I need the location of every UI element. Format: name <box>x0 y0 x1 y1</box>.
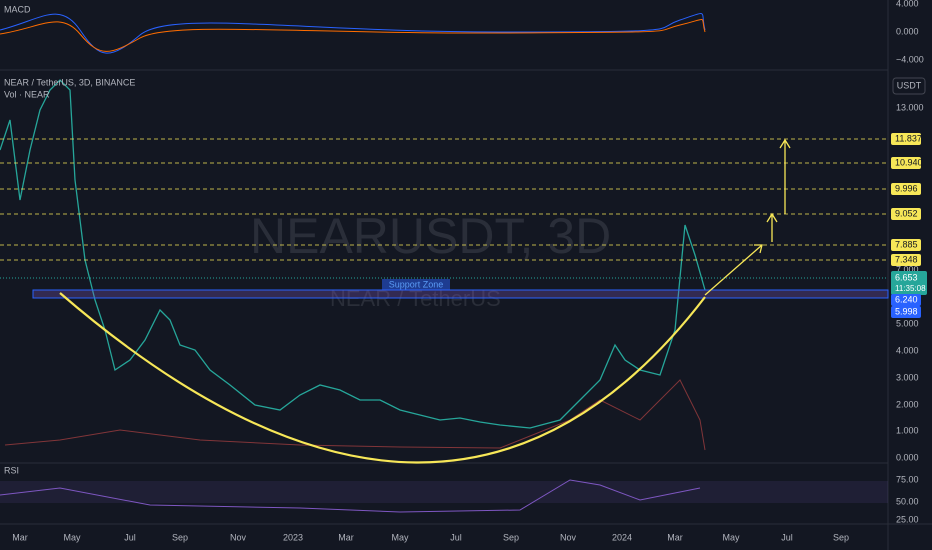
countdown: 11:35:08 <box>895 284 926 293</box>
time-axis-label: Sep <box>503 532 519 542</box>
level-label: 7.885 <box>895 239 918 249</box>
time-axis-label: May <box>391 532 409 542</box>
rsi-band <box>0 481 888 503</box>
time-axis-label: 2023 <box>283 532 303 542</box>
macd-axis-label: 4.000 <box>896 0 919 8</box>
volume-outline <box>4 379 706 451</box>
zone-tag <box>891 294 921 306</box>
price-axis-label: 3.000 <box>896 372 919 382</box>
support-zone <box>32 289 889 299</box>
level-label: 7.348 <box>895 254 918 264</box>
macd-axis-label: −4.000 <box>896 54 924 64</box>
time-axis-label: May <box>722 532 740 542</box>
level-label: 9.052 <box>895 208 918 218</box>
price-axis-label: 13.000 <box>896 102 924 112</box>
macd-axis-label: 0.000 <box>896 26 919 36</box>
time-axis-label: Sep <box>833 532 849 542</box>
level-tag <box>891 254 921 266</box>
price-path <box>0 79 706 429</box>
time-axis-label: May <box>63 532 81 542</box>
price-axis-label: 0.000 <box>896 452 919 462</box>
signal-line <box>0 19 706 52</box>
time-axis-label: 2024 <box>612 532 632 542</box>
price-axis-label: 5.000 <box>896 318 919 328</box>
macd-title: MACD <box>4 4 31 14</box>
price-axis-label: 4.000 <box>896 345 919 355</box>
watermark: NEARUSDT, 3D <box>250 208 611 264</box>
level-label: 9.996 <box>895 183 918 193</box>
time-axis-label: Mar <box>12 532 28 542</box>
rsi-title: RSI <box>4 465 19 475</box>
rsi-axis-label: 75.00 <box>896 474 919 484</box>
price-axis-label: 1.000 <box>896 425 919 435</box>
time-axis-label: Jul <box>124 532 136 542</box>
volume-title: Vol · NEAR <box>4 89 50 99</box>
last-price: 6.653 <box>895 272 918 282</box>
main-title: NEAR / TetherUS, 3D, BINANCE <box>4 77 135 87</box>
currency-box <box>892 77 926 95</box>
rsi-axis-label: 25.00 <box>896 514 919 524</box>
time-axis-label: Mar <box>338 532 354 542</box>
rsi-line <box>0 479 701 513</box>
level-tag <box>891 208 921 220</box>
level-label: 11.837 <box>895 133 922 143</box>
zone-label: 6.240 <box>895 294 918 304</box>
zone-label: 5.998 <box>895 306 918 316</box>
level-tag <box>891 239 921 251</box>
last-price-tag <box>891 271 927 295</box>
zone-tag <box>891 306 921 318</box>
time-axis-label: Jul <box>450 532 462 542</box>
rsi-axis-label: 50.00 <box>896 496 919 506</box>
price-axis-label: 2.000 <box>896 399 919 409</box>
time-axis-label: Sep <box>172 532 188 542</box>
support-label-bg <box>382 279 450 290</box>
time-axis-label: Mar <box>667 532 683 542</box>
level-tag <box>891 133 921 145</box>
time-axis-label: Jul <box>781 532 793 542</box>
time-axis-label: Nov <box>560 532 577 542</box>
level-tag <box>891 183 921 195</box>
level-tag <box>891 157 921 169</box>
level-label: 10.940 <box>895 157 923 167</box>
cup-curve <box>59 292 706 464</box>
support-label: Support Zone <box>389 279 444 289</box>
time-axis-label: Nov <box>230 532 247 542</box>
currency: USDT <box>897 80 922 90</box>
macd-line <box>0 12 706 54</box>
price-axis-label: 7.000 <box>896 264 919 274</box>
